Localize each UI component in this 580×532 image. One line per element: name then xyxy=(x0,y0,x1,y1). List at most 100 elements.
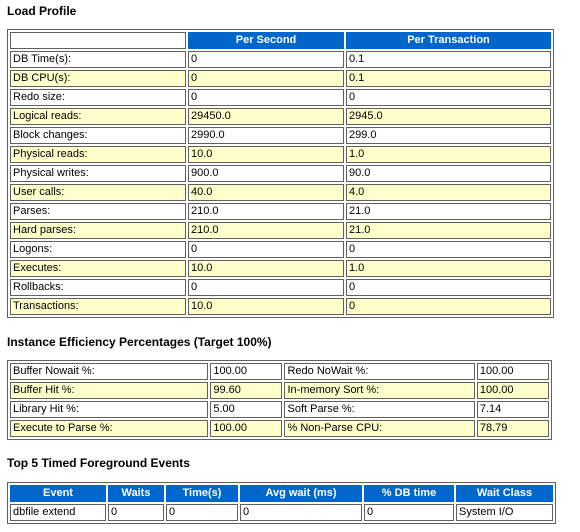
load-profile-stat-label: Transactions: xyxy=(10,298,186,315)
load-profile-per-transaction-value: 0 xyxy=(346,241,551,258)
load-profile-stat-label: Physical reads: xyxy=(10,146,186,163)
load-profile-per-transaction-value: 2945.0 xyxy=(346,108,551,125)
load-profile-per-second-value: 29450.0 xyxy=(188,108,344,125)
load-profile-per-transaction-value: 1.0 xyxy=(346,146,551,163)
load-profile-row: Rollbacks: 0 0 xyxy=(10,279,551,296)
load-profile-row: Physical writes: 900.0 90.0 xyxy=(10,165,551,182)
efficiency-value: 5.00 xyxy=(210,401,283,418)
load-profile-per-second-value: 10.0 xyxy=(188,146,344,163)
load-profile-stat-label: DB CPU(s): xyxy=(10,70,186,87)
load-profile-per-second-value: 10.0 xyxy=(188,298,344,315)
load-profile-per-second-value: 0 xyxy=(188,279,344,296)
load-profile-per-transaction-value: 0.1 xyxy=(346,51,551,68)
load-profile-per-transaction-value: 0 xyxy=(346,298,551,315)
load-profile-per-second-value: 10.0 xyxy=(188,260,344,277)
instance-efficiency-title: Instance Efficiency Percentages (Target … xyxy=(7,335,272,349)
efficiency-value: 100.00 xyxy=(476,382,549,399)
load-profile-per-transaction-value: 0.1 xyxy=(346,70,551,87)
efficiency-label: In-memory Sort %: xyxy=(284,382,475,399)
load-profile-per-transaction-value: 90.0 xyxy=(346,165,551,182)
load-profile-stat-label: DB Time(s): xyxy=(10,51,186,68)
load-profile-per-second-value: 900.0 xyxy=(188,165,344,182)
load-profile-header-row: Per Second Per Transaction xyxy=(10,32,551,49)
efficiency-label: Library Hit %: xyxy=(10,401,209,418)
efficiency-label: Redo NoWait %: xyxy=(284,363,475,380)
load-profile-per-second-value: 0 xyxy=(188,241,344,258)
load-profile-per-second-value: 0 xyxy=(188,51,344,68)
load-profile-row: Redo size: 0 0 xyxy=(10,89,551,106)
load-profile-stat-label: Physical writes: xyxy=(10,165,186,182)
load-profile-row: DB CPU(s): 0 0.1 xyxy=(10,70,551,87)
load-profile-row: Logons: 0 0 xyxy=(10,241,551,258)
load-profile-row: DB Time(s): 0 0.1 xyxy=(10,51,551,68)
efficiency-value: 78.79 xyxy=(476,420,549,437)
load-profile-header-per-second: Per Second xyxy=(188,32,344,49)
load-profile-row: Block changes: 2990.0 299.0 xyxy=(10,127,551,144)
load-profile-row: Executes: 10.0 1.0 xyxy=(10,260,551,277)
load-profile-stat-label: Rollbacks: xyxy=(10,279,186,296)
efficiency-value: 99.60 xyxy=(210,382,283,399)
load-profile-row: Physical reads: 10.0 1.0 xyxy=(10,146,551,163)
load-profile-per-transaction-value: 1.0 xyxy=(346,260,551,277)
efficiency-value: 100.00 xyxy=(476,363,549,380)
load-profile-per-second-value: 0 xyxy=(188,89,344,106)
instance-efficiency-row: Library Hit %: 5.00 Soft Parse %: 7.14 xyxy=(10,401,549,418)
top5-wait-class: System I/O xyxy=(456,504,553,521)
load-profile-stat-label: Logical reads: xyxy=(10,108,186,125)
load-profile-per-second-value: 210.0 xyxy=(188,203,344,220)
efficiency-label: Soft Parse %: xyxy=(284,401,475,418)
load-profile-per-transaction-value: 0 xyxy=(346,279,551,296)
top5-event-name: dbfile extend xyxy=(10,504,106,521)
top5-pct-db-time: 0 xyxy=(364,504,454,521)
top5-header-waits: Waits xyxy=(108,485,164,502)
load-profile-row: Parses: 210.0 21.0 xyxy=(10,203,551,220)
top5-header-pct-db-time: % DB time xyxy=(364,485,454,502)
load-profile-header-blank xyxy=(10,32,186,49)
load-profile-stat-label: Executes: xyxy=(10,260,186,277)
instance-efficiency-row: Buffer Hit %: 99.60 In-memory Sort %: 100.0… xyxy=(10,382,549,399)
load-profile-per-transaction-value: 0 xyxy=(346,89,551,106)
top5-title: Top 5 Timed Foreground Events xyxy=(7,456,190,470)
load-profile-stat-label: User calls: xyxy=(10,184,186,201)
load-profile-row: User calls: 40.0 4.0 xyxy=(10,184,551,201)
load-profile-header-per-transaction: Per Transaction xyxy=(346,32,551,49)
load-profile-per-second-value: 0 xyxy=(188,70,344,87)
instance-efficiency-row: Buffer Nowait %: 100.00 Redo NoWait %: 100.… xyxy=(10,363,549,380)
load-profile-stat-label: Block changes: xyxy=(10,127,186,144)
load-profile-per-second-value: 210.0 xyxy=(188,222,344,239)
efficiency-label: % Non-Parse CPU: xyxy=(284,420,475,437)
instance-efficiency-row: Execute to Parse %: 100.00% Non-Parse CPU… xyxy=(10,420,549,437)
efficiency-value: 100.00 xyxy=(210,420,283,437)
load-profile-title: Load Profile xyxy=(7,4,77,18)
top5-event-row: dbfile extend 0 0 0 0 System I/O xyxy=(10,504,553,521)
top5-avg-wait: 0 xyxy=(240,504,362,521)
instance-efficiency-table: Buffer Nowait %: 100.00 Redo NoWait %: 100.… xyxy=(7,360,552,440)
load-profile-stat-label: Redo size: xyxy=(10,89,186,106)
top5-time: 0 xyxy=(166,504,238,521)
efficiency-label: Execute to Parse %: xyxy=(10,420,209,437)
load-profile-stat-label: Logons: xyxy=(10,241,186,258)
load-profile-row: Transactions: 10.0 0 xyxy=(10,298,551,315)
top5-table: Event Waits Time(s) Avg wait (ms) % DB t… xyxy=(7,482,556,524)
top5-header-avg-wait: Avg wait (ms) xyxy=(240,485,362,502)
efficiency-value: 100.00 xyxy=(210,363,283,380)
load-profile-per-transaction-value: 299.0 xyxy=(346,127,551,144)
load-profile-row: Logical reads: 29450.0 2945.0 xyxy=(10,108,551,125)
load-profile-stat-label: Parses: xyxy=(10,203,186,220)
load-profile-stat-label: Hard parses: xyxy=(10,222,186,239)
efficiency-value: 7.14 xyxy=(476,401,549,418)
top5-header-row: Event Waits Time(s) Avg wait (ms) % DB t… xyxy=(10,485,553,502)
efficiency-label: Buffer Nowait %: xyxy=(10,363,209,380)
load-profile-table: Per Second Per Transaction DB Time(s): 0 0… xyxy=(7,29,554,318)
top5-header-event: Event xyxy=(10,485,106,502)
load-profile-per-transaction-value: 4.0 xyxy=(346,184,551,201)
load-profile-row: Hard parses: 210.0 21.0 xyxy=(10,222,551,239)
top5-waits: 0 xyxy=(108,504,164,521)
top5-header-time: Time(s) xyxy=(166,485,238,502)
load-profile-per-transaction-value: 21.0 xyxy=(346,222,551,239)
top5-header-wait-class: Wait Class xyxy=(456,485,553,502)
efficiency-label: Buffer Hit %: xyxy=(10,382,209,399)
load-profile-per-transaction-value: 21.0 xyxy=(346,203,551,220)
load-profile-per-second-value: 40.0 xyxy=(188,184,344,201)
load-profile-per-second-value: 2990.0 xyxy=(188,127,344,144)
